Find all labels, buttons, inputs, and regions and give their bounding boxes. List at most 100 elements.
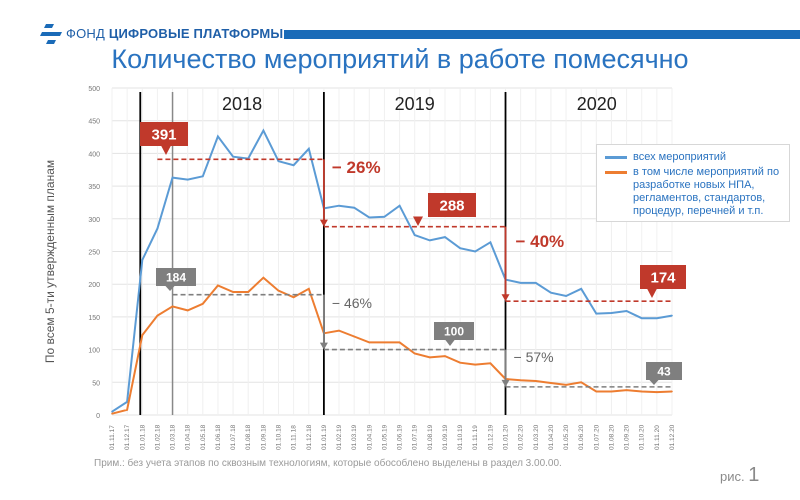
data-point: [656, 391, 658, 393]
callout-all-2018-pointer: [161, 145, 171, 155]
data-point: [232, 291, 234, 293]
y-tick-label: 150: [88, 315, 100, 322]
pct-label-npa: − 57%: [514, 349, 554, 365]
legend-item-all: всех мероприятий: [605, 151, 783, 164]
data-point: [459, 361, 461, 364]
data-point: [444, 236, 446, 238]
data-point: [625, 389, 628, 391]
x-tick-label: 01.04.20: [548, 424, 555, 450]
callout-all-2020-label: 174: [650, 269, 676, 286]
callout-npa-2020-label: 43: [657, 364, 671, 378]
callout-all-2018-label: 391: [151, 126, 176, 143]
arrow-npa-2020-head: [501, 379, 510, 387]
callout-npa-2020-pointer: [649, 379, 659, 385]
data-point: [368, 341, 371, 344]
legend-swatch-all: [605, 156, 627, 159]
data-point: [534, 380, 537, 382]
x-tick-label: 01.03.19: [351, 424, 358, 450]
figure-label-text: рис.: [720, 469, 745, 484]
series-line-npa: [111, 276, 673, 415]
logo-icon: [40, 24, 62, 44]
data-point: [126, 401, 128, 403]
data-point: [489, 362, 492, 365]
y-tick-label: 450: [88, 119, 100, 126]
callout-all-2018-box: [140, 122, 188, 146]
x-tick-label: 01.06.19: [397, 424, 404, 450]
y-tick-label: 100: [88, 348, 100, 355]
callout-all-2019-pointer: [413, 216, 423, 226]
y-tick-label: 400: [88, 151, 100, 158]
x-tick-label: 01.04.19: [366, 424, 373, 450]
legend-label-all: всех мероприятий: [633, 151, 727, 163]
data-point: [217, 284, 219, 287]
year-label: 2020: [577, 94, 617, 114]
data-point: [474, 250, 477, 253]
header: ФОНД ЦИФРОВЫЕ ПЛАТФОРМЫ: [0, 0, 800, 48]
x-tick-label: 01.01.18: [139, 424, 146, 450]
data-point: [186, 178, 189, 181]
x-tick-label: 01.06.18: [215, 424, 222, 450]
x-tick-label: 01.10.18: [275, 424, 282, 450]
x-tick-label: 01.12.18: [306, 424, 313, 450]
data-point: [595, 390, 598, 393]
callout-npa-2019-label: 100: [444, 324, 464, 338]
org-name: ФОНД ЦИФРОВЫЕ ПЛАТФОРМЫ: [66, 26, 283, 41]
x-tick-label: 01.02.18: [154, 424, 161, 450]
y-tick-label: 200: [88, 282, 100, 289]
data-point: [307, 148, 310, 150]
data-point: [111, 410, 113, 413]
data-point: [550, 291, 552, 294]
data-point: [474, 363, 477, 366]
data-point: [247, 291, 250, 293]
data-point: [171, 176, 174, 179]
slide-title: Количество мероприятий в работе помесячн…: [111, 44, 689, 74]
data-point: [398, 341, 401, 344]
data-point: [277, 289, 280, 292]
x-tick-label: 01.05.19: [381, 424, 388, 450]
data-point: [202, 175, 204, 178]
x-tick-label: 01.06.20: [578, 424, 585, 450]
callout-npa-2019-box: [434, 322, 474, 340]
data-point: [171, 305, 174, 308]
data-point: [610, 312, 613, 314]
x-tick-label: 01.08.18: [245, 424, 252, 450]
x-tick-label: 01.11.19: [472, 425, 479, 450]
callout-all-2020-box: [640, 265, 686, 289]
data-point: [383, 341, 386, 344]
data-point: [640, 390, 643, 393]
data-point: [277, 160, 280, 163]
year-label: 2019: [395, 94, 435, 114]
arrow-npa-2019-head: [319, 342, 328, 350]
data-point: [429, 356, 431, 359]
data-point: [292, 296, 295, 299]
legend: всех мероприятий в том числе мероприятий…: [596, 144, 790, 222]
y-tick-label: 250: [88, 250, 100, 257]
data-point: [519, 379, 522, 382]
data-point: [338, 329, 340, 332]
y-tick-label: 350: [88, 184, 100, 191]
x-tick-label: 01.10.20: [639, 424, 646, 450]
data-point: [353, 206, 355, 209]
data-point: [565, 384, 567, 386]
x-tick-label: 01.07.19: [412, 424, 419, 450]
x-tick-label: 01.04.18: [185, 424, 192, 450]
pct-label-all: − 40%: [516, 232, 565, 251]
x-tick-label: 01.08.20: [608, 424, 615, 450]
callout-npa-2018-pointer: [165, 285, 175, 291]
data-point: [368, 216, 371, 219]
x-tick-label: 01.07.20: [593, 424, 600, 450]
x-tick-label: 01.07.18: [230, 424, 237, 450]
data-point: [292, 164, 295, 166]
data-point: [580, 287, 582, 290]
x-tick-label: 01.05.20: [563, 424, 570, 450]
footnote: Прим.: без учета этапов по сквозным техн…: [94, 458, 562, 469]
data-point: [126, 408, 128, 411]
x-tick-label: 01.11.18: [291, 425, 298, 450]
data-point: [338, 204, 340, 207]
x-tick-label: 01.08.19: [427, 424, 434, 450]
data-point: [141, 334, 144, 337]
data-point: [307, 287, 310, 290]
y-axis-label: По всем 5-ти утвержденным планам: [43, 160, 57, 363]
data-point: [444, 355, 446, 357]
